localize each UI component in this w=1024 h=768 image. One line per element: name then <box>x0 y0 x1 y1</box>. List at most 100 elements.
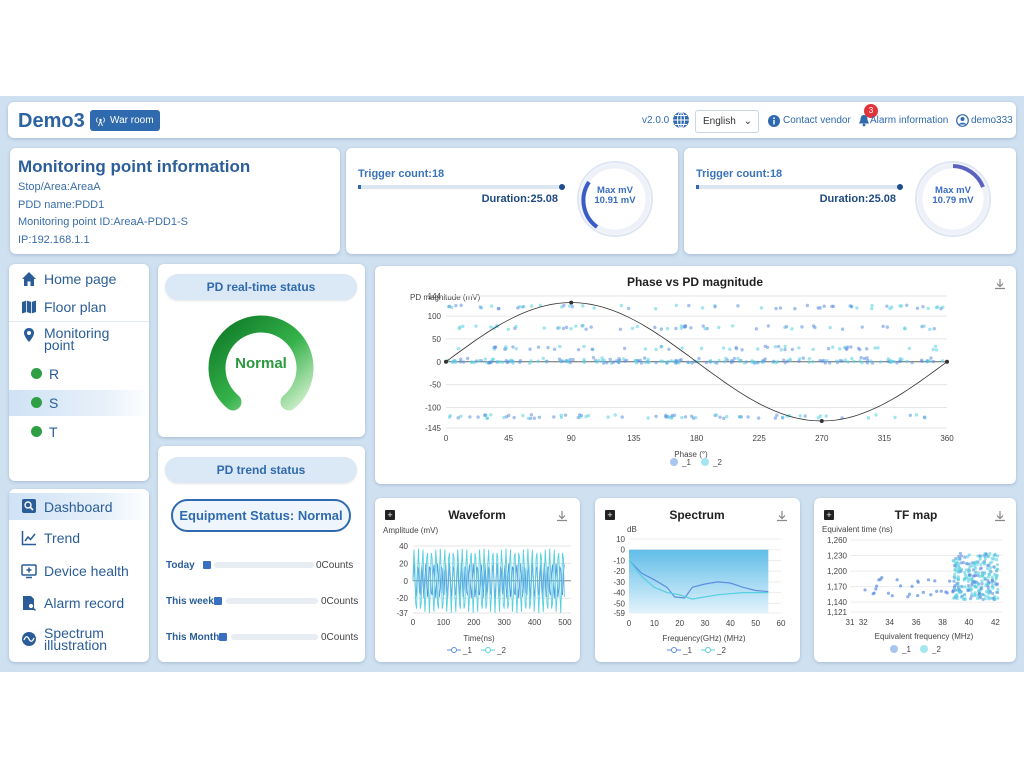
sidebar-item-label: Monitoring point <box>44 325 110 353</box>
alarm-information-link[interactable]: Alarm information <box>870 115 949 126</box>
spectrum-area <box>629 549 769 613</box>
app-root: Demo3 War room v2.0.0 English ⌄ Contact … <box>0 96 1024 672</box>
data-point <box>708 358 713 363</box>
data-point <box>969 578 974 582</box>
data-point <box>474 324 478 328</box>
trend-chart-icon <box>21 531 36 546</box>
download-icon[interactable] <box>556 510 568 522</box>
chart-legend[interactable]: _1 _2 <box>890 645 941 654</box>
expand-plus-icon[interactable]: + <box>605 510 615 520</box>
sidebar-item-floor-plan[interactable]: Floor plan <box>9 294 149 320</box>
data-point <box>941 305 945 309</box>
data-point <box>957 557 961 561</box>
tf-map-chart: TF map Equivalent time (ns) Equivalent f… <box>822 508 1002 654</box>
data-point <box>988 569 992 573</box>
x-tick-label: 270 <box>815 434 829 443</box>
data-point <box>557 326 561 330</box>
data-point <box>866 416 871 420</box>
data-point <box>723 359 727 364</box>
chart-legend[interactable]: _1 _2 <box>667 646 726 655</box>
username-label[interactable]: demo333 <box>971 115 1013 126</box>
expand-plus-icon[interactable]: + <box>385 510 395 520</box>
data-point <box>659 344 663 349</box>
chart-legend[interactable]: _1 _2 <box>670 458 722 467</box>
max-mv-readout: Max mV 10.91 mV <box>573 186 657 206</box>
sidebar-item-spectrum-illustration[interactable]: Spectrum illustration <box>9 622 149 656</box>
chevron-down-icon: ⌄ <box>743 116 752 127</box>
data-point <box>978 554 982 558</box>
x-tick-label: 30 <box>701 619 710 628</box>
bell-icon[interactable] <box>858 114 870 127</box>
contact-vendor-link[interactable]: Contact vendor <box>783 115 851 126</box>
data-point <box>925 359 930 363</box>
data-point <box>584 414 588 419</box>
sidebar-item-label: Dashboard <box>44 498 113 515</box>
y-tick-label: -100 <box>425 403 442 412</box>
data-point <box>926 306 930 311</box>
data-point <box>647 360 651 365</box>
data-point <box>674 326 678 331</box>
data-point <box>963 573 968 577</box>
data-point <box>742 361 747 365</box>
download-icon[interactable] <box>994 278 1006 290</box>
data-point <box>952 587 957 591</box>
x-tick-label: 60 <box>777 619 786 628</box>
data-point <box>738 414 743 419</box>
data-point <box>928 359 932 363</box>
data-point <box>701 324 705 328</box>
data-point <box>996 554 1000 558</box>
sidebar-item-monitoring-point[interactable]: Monitoring point <box>9 324 149 358</box>
max-mv-value: 10.79 mV <box>932 195 974 206</box>
y-tick-label: -145 <box>425 424 442 433</box>
sidebar-item-device-health[interactable]: Device health <box>9 558 149 584</box>
data-point <box>754 327 759 331</box>
data-point <box>886 357 891 361</box>
data-point <box>932 326 936 331</box>
reference-sine <box>444 300 949 423</box>
sidebar-item-trend[interactable]: Trend <box>9 525 149 551</box>
chart-legend[interactable]: _1 _2 <box>447 646 506 655</box>
data-point <box>538 303 543 307</box>
phase-vs-pd-card: Phase vs PD magnitude PD magnitude (mV) … <box>375 266 1016 484</box>
data-point <box>690 361 694 365</box>
data-point <box>582 357 586 362</box>
sidebar-item-dashboard[interactable]: Dashboard <box>9 493 149 520</box>
data-point <box>933 344 938 349</box>
data-point <box>700 306 705 310</box>
data-point <box>592 306 596 310</box>
sidebar-item-point-s[interactable]: S <box>9 390 149 416</box>
language-select[interactable]: English ⌄ <box>695 110 759 133</box>
user-avatar-icon[interactable] <box>956 114 969 127</box>
data-point <box>683 324 688 329</box>
download-icon[interactable] <box>776 510 788 522</box>
status-dot-icon <box>31 426 42 437</box>
sidebar-item-point-t[interactable]: T <box>9 419 149 445</box>
war-room-label: War room <box>110 115 154 126</box>
sine-marker <box>444 359 448 364</box>
sidebar-item-home[interactable]: Home page <box>9 266 149 292</box>
info-icon <box>768 115 780 127</box>
data-point <box>646 416 650 420</box>
war-room-button[interactable]: War room <box>90 110 160 131</box>
data-point <box>781 358 786 362</box>
data-point <box>458 325 462 329</box>
data-point <box>995 590 1000 595</box>
data-point <box>793 307 797 311</box>
x-tick-label: 42 <box>991 618 1000 627</box>
data-point <box>458 360 463 364</box>
expand-plus-icon[interactable]: + <box>824 510 834 520</box>
data-point <box>545 359 549 363</box>
sidebar-item-alarm-record[interactable]: Alarm record <box>9 590 149 616</box>
globe-icon[interactable] <box>672 111 690 129</box>
chart-points <box>444 303 945 421</box>
data-point <box>576 347 581 352</box>
sidebar-item-point-r[interactable]: R <box>9 361 149 387</box>
sine-marker <box>569 300 574 305</box>
trend-label-today: Today <box>166 560 195 571</box>
download-icon[interactable] <box>994 510 1006 522</box>
data-point <box>704 360 709 365</box>
data-point <box>461 324 465 328</box>
y-tick-label: 1,140 <box>827 598 848 607</box>
y-tick-label: 1,170 <box>827 583 848 592</box>
x-axis-label: Equivalent frequency (MHz) <box>875 632 974 641</box>
